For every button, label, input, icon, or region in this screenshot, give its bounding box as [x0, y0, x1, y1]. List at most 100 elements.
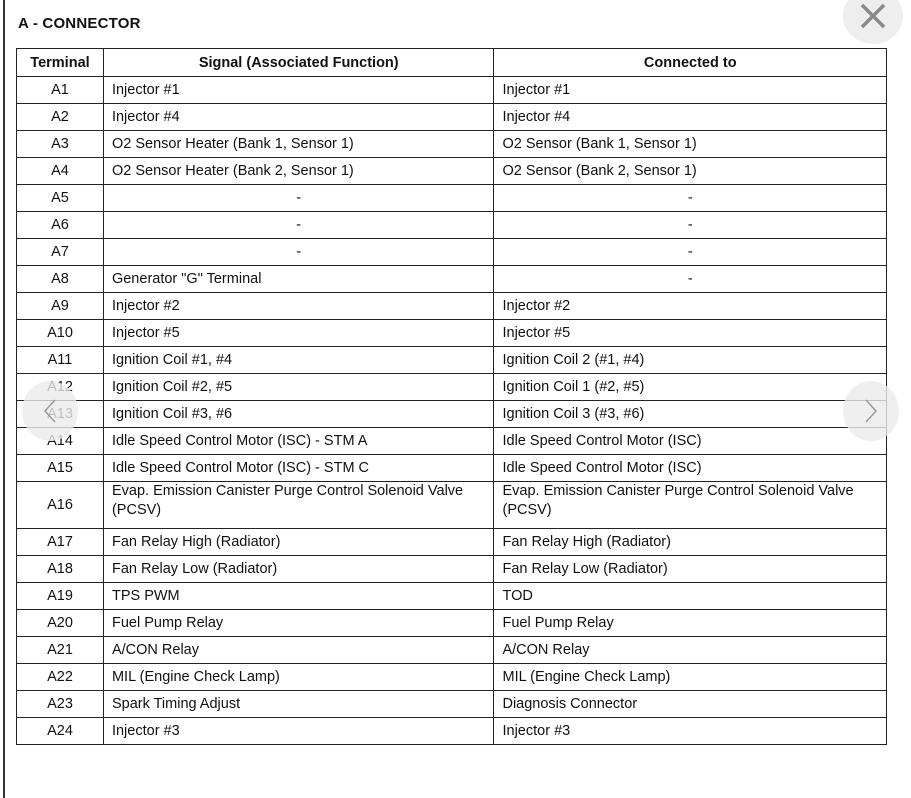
connected-cell: TOD [493, 582, 887, 610]
connected-cell: Ignition Coil 2 (#1, #4) [493, 346, 887, 374]
signal-cell: - [102, 238, 495, 266]
signal-cell: Injector #5 [102, 319, 495, 347]
connected-cell: A/CON Relay [493, 636, 887, 664]
signal-cell: TPS PWM [102, 582, 495, 610]
signal-cell: A/CON Relay [102, 636, 495, 664]
header-signal: Signal (Associated Function) [102, 48, 495, 77]
signal-cell: MIL (Engine Check Lamp) [102, 663, 495, 691]
table-row: A18 Fan Relay Low (Radiator) Fan Relay Low… [16, 555, 887, 583]
connected-cell: Ignition Coil 3 (#3, #6) [493, 400, 887, 428]
terminal-cell: A2 [16, 103, 104, 131]
connected-cell: MIL (Engine Check Lamp) [493, 663, 887, 691]
signal-cell: Injector #4 [102, 103, 495, 131]
signal-cell: O2 Sensor Heater (Bank 1, Sensor 1) [102, 130, 495, 158]
table-row: A2 Injector #4 Injector #4 [16, 103, 887, 131]
signal-cell: Fuel Pump Relay [102, 609, 495, 637]
table-row: A17 Fan Relay High (Radiator) Fan Relay Hi… [16, 528, 887, 556]
signal-cell: Ignition Coil #3, #6 [102, 400, 495, 428]
chevron-right-icon [865, 399, 878, 423]
terminal-cell: A7 [16, 238, 104, 266]
page-title: A - CONNECTOR [18, 15, 141, 32]
page-edge [3, 0, 5, 798]
table-row: A7- - [16, 238, 887, 266]
terminal-cell: A16 [16, 481, 104, 529]
connected-cell: - [493, 265, 887, 293]
signal-cell: Injector #1 [102, 76, 495, 104]
connected-cell: O2 Sensor (Bank 2, Sensor 1) [493, 157, 887, 185]
signal-cell: O2 Sensor Heater (Bank 2, Sensor 1) [102, 157, 495, 185]
table-row: A10 Injector #5 Injector #5 [16, 319, 887, 347]
terminal-cell: A23 [16, 690, 104, 718]
table-row: A8 Generator "G" Terminal - [16, 265, 887, 293]
signal-cell: Injector #2 [102, 292, 495, 320]
terminal-cell: A22 [16, 663, 104, 691]
connected-cell: Injector #4 [493, 103, 887, 131]
connected-cell: - [493, 238, 887, 266]
signal-cell: Fan Relay High (Radiator) [102, 528, 495, 556]
signal-cell: Spark Timing Adjust [102, 690, 495, 718]
connector-table: Terminal Signal (Associated Function) Co… [16, 48, 887, 745]
table-row: A21 A/CON Relay A/CON Relay [16, 636, 887, 664]
connected-cell: Injector #3 [493, 717, 887, 745]
terminal-cell: A19 [16, 582, 104, 610]
table-row: A9 Injector #2 Injector #2 [16, 292, 887, 320]
connected-cell: O2 Sensor (Bank 1, Sensor 1) [493, 130, 887, 158]
table-row: A23 Spark Timing Adjust Diagnosis Connecto… [16, 690, 887, 718]
table-header: Terminal Signal (Associated Function) Co… [16, 48, 887, 77]
terminal-cell: A17 [16, 528, 104, 556]
table-row: A11 Ignition Coil #1, #4 Ignition Coil 2 (… [16, 346, 887, 374]
signal-cell: Ignition Coil #2, #5 [102, 373, 495, 401]
signal-cell: Evap. Emission Canister Purge Control So… [102, 481, 495, 529]
chevron-left-icon [43, 399, 56, 423]
connected-cell: Fan Relay High (Radiator) [493, 528, 887, 556]
terminal-cell: A8 [16, 265, 104, 293]
connected-cell: Idle Speed Control Motor (ISC) [493, 454, 887, 482]
connected-cell: - [493, 184, 887, 212]
terminal-cell: A18 [16, 555, 104, 583]
connected-cell: Injector #5 [493, 319, 887, 347]
connected-cell: Idle Speed Control Motor (ISC) [493, 427, 887, 455]
table-row: A16 Evap. Emission Canister Purge Control… [16, 481, 887, 529]
header-connected: Connected to [493, 48, 887, 77]
terminal-cell: A11 [16, 346, 104, 374]
table-row: A20 Fuel Pump Relay Fuel Pump Relay [16, 609, 887, 637]
table-row: A4 O2 Sensor Heater (Bank 2, Sensor 1) O2 … [16, 157, 887, 185]
connected-cell: Evap. Emission Canister Purge Control So… [493, 481, 887, 529]
connected-cell: Injector #2 [493, 292, 887, 320]
connected-cell: - [493, 211, 887, 239]
connected-cell: Fan Relay Low (Radiator) [493, 555, 887, 583]
terminal-cell: A9 [16, 292, 104, 320]
table-row: A15 Idle Speed Control Motor (ISC) - STM … [16, 454, 887, 482]
terminal-cell: A20 [16, 609, 104, 637]
terminal-cell: A1 [16, 76, 104, 104]
table-row: A24 Injector #3 Injector #3 [16, 717, 887, 745]
signal-cell: - [102, 211, 495, 239]
terminal-cell: A6 [16, 211, 104, 239]
signal-cell: Idle Speed Control Motor (ISC) - STM C [102, 454, 495, 482]
header-terminal: Terminal [16, 48, 104, 77]
signal-cell: Generator "G" Terminal [102, 265, 495, 293]
terminal-cell: A4 [16, 157, 104, 185]
terminal-cell: A5 [16, 184, 104, 212]
signal-cell: Idle Speed Control Motor (ISC) - STM A [102, 427, 495, 455]
terminal-cell: A10 [16, 319, 104, 347]
signal-cell: Ignition Coil #1, #4 [102, 346, 495, 374]
signal-cell: Injector #3 [102, 717, 495, 745]
signal-cell: Fan Relay Low (Radiator) [102, 555, 495, 583]
terminal-cell: A3 [16, 130, 104, 158]
next-button[interactable] [843, 381, 899, 441]
terminal-cell: A15 [16, 454, 104, 482]
table-row: A6- - [16, 211, 887, 239]
terminal-cell: A21 [16, 636, 104, 664]
table-row: A14 Idle Speed Control Motor (ISC) - STM … [16, 427, 887, 455]
terminal-cell: A24 [16, 717, 104, 745]
previous-button[interactable] [22, 381, 78, 441]
table-row: A3 O2 Sensor Heater (Bank 1, Sensor 1) O2 … [16, 130, 887, 158]
connected-cell: Fuel Pump Relay [493, 609, 887, 637]
close-icon [860, 3, 886, 29]
table-row: A19 TPS PWM TOD [16, 582, 887, 610]
close-button[interactable] [843, 0, 903, 44]
connected-cell: Ignition Coil 1 (#2, #5) [493, 373, 887, 401]
